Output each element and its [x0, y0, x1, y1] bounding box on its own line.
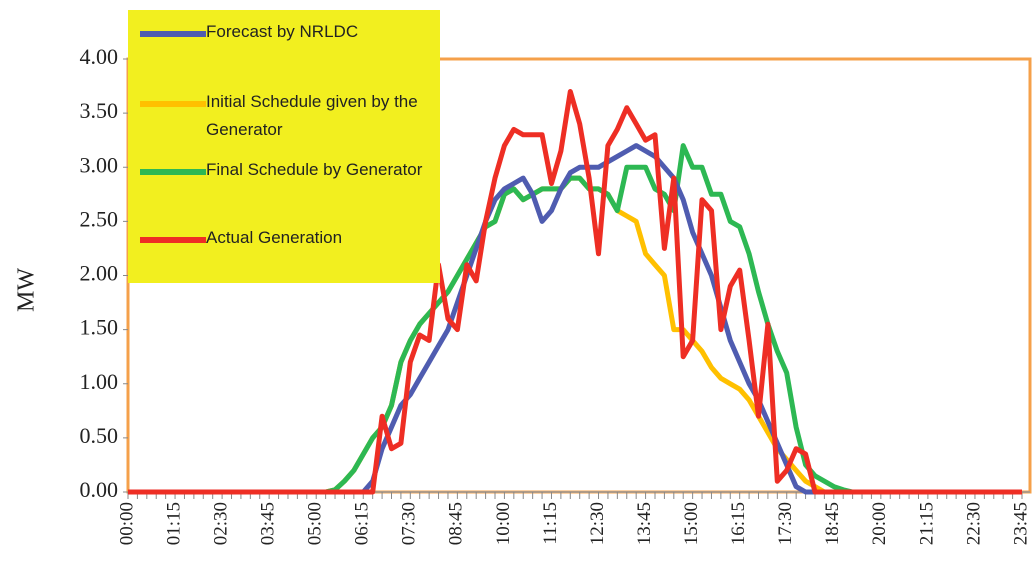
x-tick-label: 18:45: [822, 502, 843, 545]
y-tick-label: 1.00: [80, 369, 119, 394]
legend-label: Final Schedule by Generator: [206, 160, 423, 179]
y-tick-label: 0.50: [80, 423, 119, 448]
x-tick-label: 20:00: [869, 502, 890, 545]
x-tick-label: 23:45: [1010, 502, 1031, 545]
y-tick-label: 3.50: [80, 98, 119, 123]
legend-item: Actual Generation: [140, 228, 431, 252]
legend-swatch: [140, 169, 206, 175]
y-tick-label: 4.00: [80, 44, 119, 69]
x-tick-label: 00:00: [116, 502, 137, 545]
legend-label: Initial Schedule given by the Generator: [206, 92, 418, 139]
legend-item: Forecast by NRLDC: [140, 22, 431, 46]
x-tick-label: 05:00: [305, 502, 326, 545]
x-tick-label: 12:30: [587, 502, 608, 545]
y-tick-label: 3.00: [80, 152, 119, 177]
legend-swatch: [140, 31, 206, 37]
y-axis-label: MW: [14, 268, 40, 312]
x-tick-label: 06:15: [352, 502, 373, 545]
x-tick-label: 21:15: [916, 502, 937, 545]
x-tick-label: 07:30: [399, 502, 420, 545]
x-tick-label: 11:15: [540, 502, 561, 545]
x-tick-label: 01:15: [163, 502, 184, 545]
x-tick-label: 16:15: [728, 502, 749, 545]
legend-label: Forecast by NRLDC: [206, 22, 359, 41]
y-tick-label: 0.00: [80, 477, 119, 502]
x-tick-label: 15:00: [681, 502, 702, 545]
legend-swatch: [140, 101, 206, 107]
y-tick-label: 1.50: [80, 315, 119, 340]
x-tick-label: 02:30: [210, 502, 231, 545]
x-tick-label: 08:45: [446, 502, 467, 545]
y-tick-label: 2.50: [80, 206, 119, 231]
x-tick-label: 10:00: [493, 502, 514, 545]
x-tick-label: 03:45: [258, 502, 279, 545]
legend-label: Actual Generation: [206, 228, 343, 247]
y-tick-label: 2.00: [80, 261, 119, 286]
series-line: [128, 89, 1022, 495]
x-tick-label: 17:30: [775, 502, 796, 545]
legend-item: Initial Schedule given by the Generator: [140, 92, 431, 144]
legend-swatch: [140, 237, 206, 243]
x-tick-label: 13:45: [634, 502, 655, 545]
x-tick-label: 22:30: [963, 502, 984, 545]
legend-item: Final Schedule by Generator: [140, 160, 431, 184]
legend: Forecast by NRLDC Initial Schedule given …: [128, 10, 440, 283]
